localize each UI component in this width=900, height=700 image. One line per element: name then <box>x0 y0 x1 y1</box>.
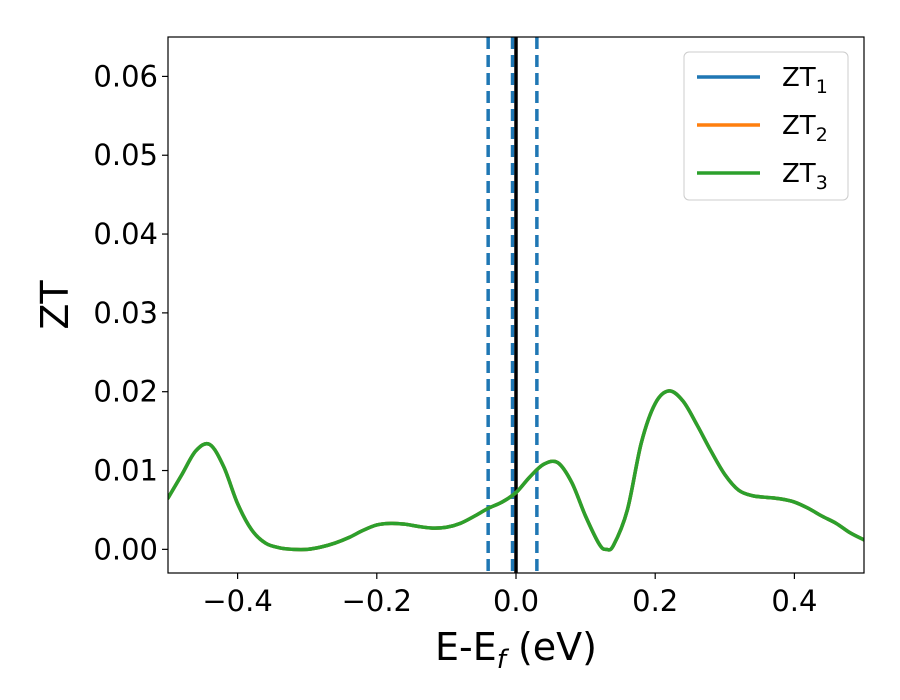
y-tick-label: 0.05 <box>93 138 158 172</box>
y-tick-label: 0.04 <box>93 217 158 251</box>
y-tick-label: 0.02 <box>93 375 158 409</box>
legend-label-main: ZT <box>782 63 816 93</box>
series-layer <box>168 389 864 552</box>
legend-label-main: ZT <box>782 159 816 189</box>
legend-label: ZT2 <box>782 111 828 146</box>
x-tick-label: −0.2 <box>342 584 412 618</box>
y-tick-label: 0.00 <box>93 532 158 566</box>
y-axis-ticks: 0.00 0.01 0.02 0.03 0.04 0.05 0.06 <box>93 59 168 566</box>
y-tick-label: 0.03 <box>93 296 158 330</box>
legend-label-subscript: 1 <box>816 76 828 98</box>
legend-label: ZT1 <box>782 63 828 98</box>
y-tick-label: 0.01 <box>93 454 158 488</box>
y-axis-title: ZT <box>33 280 77 330</box>
series-line-zt3 <box>168 389 864 552</box>
reference-lines <box>486 37 539 573</box>
x-tick-label: 0.2 <box>632 584 678 618</box>
x-axis-title: E-Ef (eV) <box>435 625 597 675</box>
legend-box <box>683 51 849 201</box>
x-axis-title-main: E-E <box>435 625 497 669</box>
x-tick-label: 0.4 <box>771 584 817 618</box>
legend-label: ZT3 <box>782 159 828 194</box>
legend-label-main: ZT <box>782 111 816 141</box>
legend-label-subscript: 3 <box>816 172 828 194</box>
x-axis-title-unit: (eV) <box>506 625 597 669</box>
x-tick-label: 0.0 <box>493 584 539 618</box>
y-tick-label: 0.06 <box>93 59 158 93</box>
x-axis-ticks: −0.4 −0.2 0.0 0.2 0.4 <box>202 573 817 618</box>
legend-label-subscript: 2 <box>816 124 828 146</box>
x-tick-label: −0.4 <box>202 584 272 618</box>
